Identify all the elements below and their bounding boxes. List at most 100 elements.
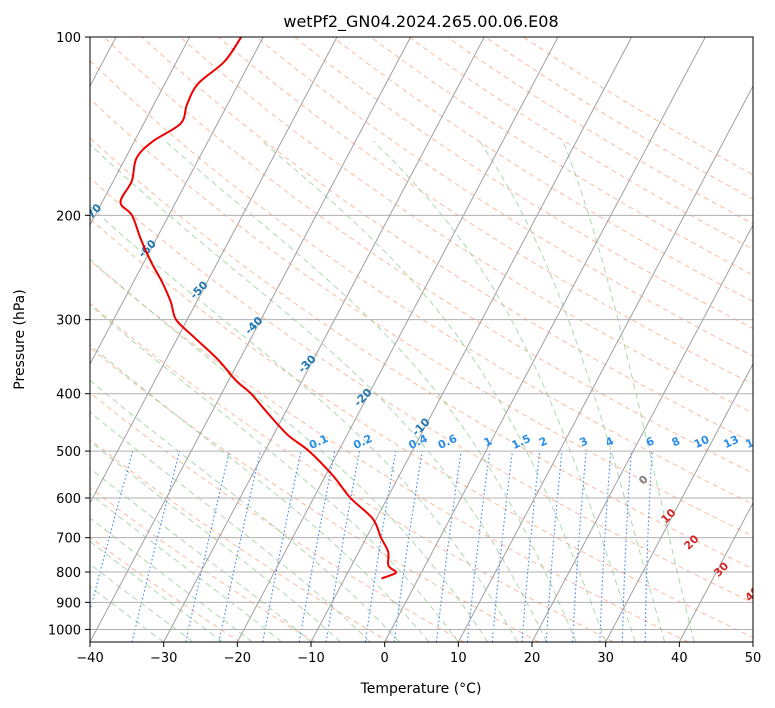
mixing-ratio-line: [491, 451, 513, 642]
isotherm-line: [678, 501, 753, 642]
plot-frame: [89, 36, 754, 643]
mixing-ratio-label: 4: [603, 434, 616, 449]
x-tick-label: −20: [224, 651, 251, 666]
isotherm-line: [752, 640, 753, 642]
x-tick-label: −30: [150, 651, 177, 666]
x-tick-label: 30: [597, 651, 614, 666]
mixing-ratio-line: [466, 451, 491, 642]
x-tick-label: 20: [524, 651, 541, 666]
moist-adiabat-label: 0: [636, 473, 651, 488]
mixing-ratio-label: 16: [744, 433, 764, 451]
mixing-ratio-line: [325, 451, 361, 642]
dry-adiabat: [370, 37, 753, 276]
x-axis-title: Temperature (°C): [360, 681, 482, 697]
dry-adiabat: [90, 536, 241, 642]
dry-adiabat: [90, 438, 390, 642]
x-tick-label: 10: [450, 651, 467, 666]
mixing-ratio-label: 0.6: [436, 432, 459, 452]
y-axis-title: Pressure (hPa): [12, 289, 28, 389]
x-tick-label: −10: [297, 651, 324, 666]
isotherm-line: [90, 37, 191, 227]
moist-adiabat: [90, 517, 253, 642]
y-tick-label: 400: [56, 388, 81, 403]
mixing-ratio-label: 1.5: [510, 432, 533, 452]
isotherm-line: [384, 37, 706, 642]
mixing-ratio-label: 20: [766, 433, 775, 451]
dry-adiabat: [90, 60, 753, 505]
mixing-ratio-line: [218, 450, 261, 642]
x-tick-label: 0: [381, 651, 389, 666]
dry-adiabat: [90, 346, 540, 642]
dry-adiabat: [90, 177, 753, 604]
isotherm-line: [163, 37, 485, 642]
temperature-profile: [119, 37, 397, 580]
dry-adiabat: [141, 37, 753, 444]
moist-adiabat: [90, 585, 164, 642]
mixing-ratio-label: 6: [644, 434, 657, 449]
dry-adiabat: [90, 259, 689, 642]
moist-adiabat: [90, 493, 282, 642]
mixing-ratio-line: [90, 450, 134, 613]
dry-adiabat: [90, 137, 753, 570]
x-tick-label: −40: [76, 651, 103, 666]
isotherm-line: [605, 362, 753, 642]
pressure-gridlines: [90, 37, 753, 630]
dry-adiabat: [179, 37, 753, 414]
profiles: [119, 37, 397, 580]
moist-adiabat: [90, 143, 548, 642]
dry-adiabat: [217, 37, 753, 385]
mixing-ratio-line: [131, 450, 181, 642]
dry-adiabat: [446, 37, 753, 225]
x-axis-ticks: −40 −30 −20 −10 0 10 20 30 40 50: [76, 642, 761, 666]
mixing-ratio-label: 0.4: [406, 432, 429, 452]
mixing-ratio-line: [262, 450, 302, 642]
x-tick-label: 50: [745, 651, 762, 666]
dry-adiabat: [255, 37, 753, 357]
y-tick-label: 300: [56, 314, 81, 329]
isotherm-line: [531, 223, 753, 642]
mixing-ratio-line: [393, 451, 423, 642]
y-tick-label: 600: [56, 492, 81, 507]
moist-adiabat: [90, 467, 312, 642]
dry-adiabat: [90, 98, 753, 537]
dry-adiabat: [293, 37, 753, 330]
mixing-ratio-label: 13: [721, 433, 740, 451]
dry-adiabat: [103, 37, 753, 474]
dry-adiabat: [90, 392, 465, 642]
moist-adiabat-label: 40: [743, 584, 763, 604]
mixing-ratio-label: 10: [692, 433, 712, 451]
isotherm-line: [457, 84, 753, 642]
y-axis-ticks: 100 200 300 400 500 600 700 800 900 1000: [48, 31, 90, 638]
mixing-ratio-label: 1: [482, 434, 494, 449]
isotherm-label: -80: [22, 174, 45, 197]
y-tick-label: 1000: [48, 623, 81, 638]
mixing-ratio-line: [364, 451, 397, 642]
mixing-ratio-line: [599, 451, 612, 642]
y-tick-label: 200: [56, 209, 81, 224]
isotherm-line: [90, 37, 412, 642]
moist-adiabat: [90, 540, 223, 642]
mixing-ratio-label: 2: [537, 434, 549, 449]
chart-title: wetPf2_GN04.2024.265.00.06.E08: [283, 12, 558, 32]
y-tick-label: 900: [56, 596, 81, 611]
dry-adiabat: [90, 302, 614, 642]
y-tick-label: 700: [56, 532, 81, 547]
y-tick-label: 800: [56, 566, 81, 581]
dry-adiabat: [331, 37, 753, 303]
dry-adiabat: [484, 37, 753, 200]
isotherm-line: [90, 37, 264, 366]
y-tick-label: 100: [56, 31, 81, 46]
dry-adiabat: [90, 486, 315, 642]
mixing-ratio-line: [521, 451, 541, 642]
mixing-ratio-label: 3: [578, 434, 590, 449]
mixing-ratio-label: 0.2: [351, 432, 374, 452]
isotherm-line: [90, 37, 338, 505]
isotherm-line: [236, 37, 559, 642]
isotherm-line: [310, 37, 633, 642]
mixing-ratio-label: 8: [670, 434, 682, 449]
mixing-ratio-label: 0.1: [307, 432, 330, 452]
y-tick-label: 500: [56, 445, 81, 460]
mixing-ratio-line: [185, 450, 231, 642]
isotherm-gridlines: [90, 37, 753, 642]
